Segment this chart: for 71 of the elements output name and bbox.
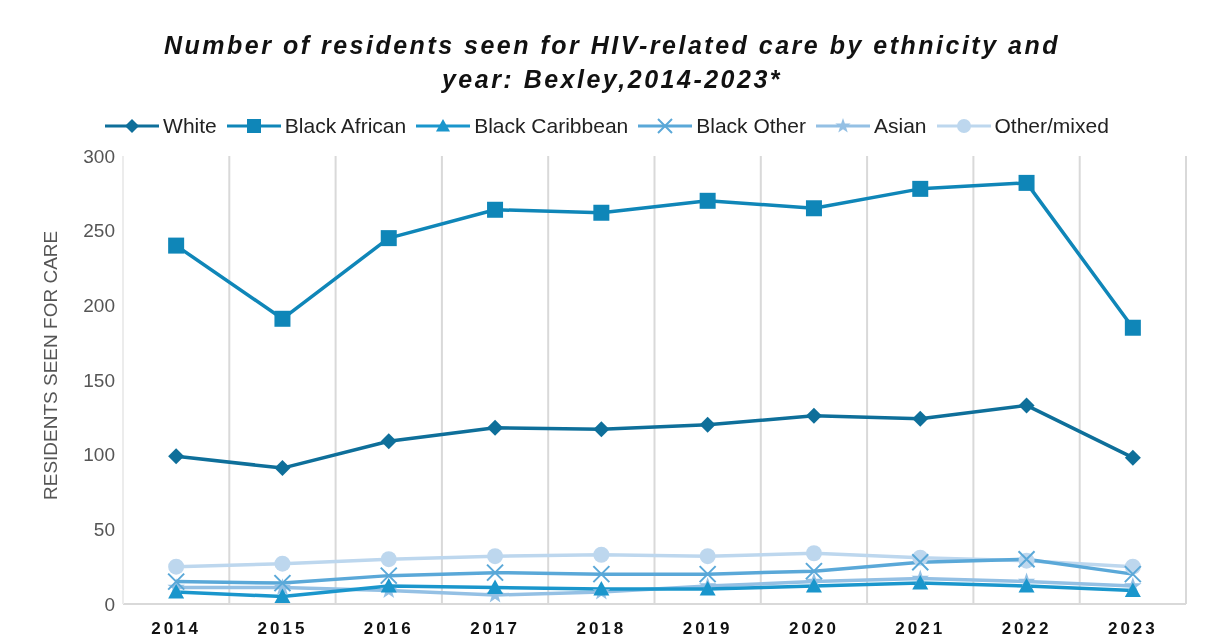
- point: [1124, 319, 1141, 336]
- x-tick-label: 2019: [682, 619, 733, 639]
- legend-label: Black Other: [696, 114, 806, 138]
- point: [274, 555, 291, 572]
- point: [380, 551, 397, 568]
- point: [593, 546, 610, 563]
- x-tick-label: 2016: [363, 619, 414, 639]
- point: [274, 310, 291, 327]
- point: [1123, 565, 1142, 584]
- point: [486, 563, 505, 582]
- point: [1018, 578, 1035, 593]
- point: [805, 200, 822, 217]
- y-tick-label: 200: [83, 295, 115, 317]
- legend-label: White: [163, 114, 217, 138]
- x-tick-label: 2021: [895, 619, 946, 639]
- x-tick-label: 2015: [257, 619, 308, 639]
- point: [912, 410, 929, 427]
- x-tick-label: 2014: [151, 619, 202, 639]
- point: [593, 421, 610, 438]
- x-tick-label: 2023: [1107, 619, 1158, 639]
- point: [912, 575, 929, 590]
- point: [699, 581, 716, 596]
- chart-title: Number of residents seen for HIV-related care by ethnicity and year: Bexley,2014-2023*: [163, 30, 1061, 95]
- point: [699, 416, 716, 433]
- point: [274, 588, 291, 603]
- y-tick-label: 250: [83, 220, 115, 242]
- point: [804, 562, 823, 581]
- point: [593, 581, 610, 596]
- x-tick-label: 2022: [1001, 619, 1052, 639]
- y-tick-label: 50: [93, 519, 115, 541]
- point: [699, 548, 716, 565]
- point: [911, 553, 930, 572]
- y-tick-label: 300: [83, 145, 115, 167]
- y-tick-label: 100: [83, 444, 115, 466]
- point: [1018, 174, 1035, 191]
- point: [379, 566, 398, 585]
- point: [487, 201, 504, 218]
- point: [592, 565, 611, 584]
- point: [380, 230, 397, 247]
- y-axis-title: RESIDENTS SEEN FOR CARE: [39, 230, 61, 500]
- point: [1124, 582, 1141, 597]
- point: [167, 572, 186, 591]
- point: [380, 578, 397, 593]
- y-tick-label: 0: [104, 593, 115, 615]
- point: [273, 574, 292, 593]
- point: [805, 578, 822, 593]
- point: [805, 545, 822, 562]
- point: [699, 192, 716, 209]
- point: [487, 579, 504, 594]
- legend-label: Black Caribbean: [474, 114, 629, 138]
- point: [168, 237, 185, 254]
- point: [1124, 449, 1141, 466]
- point: [593, 204, 610, 221]
- x-tick-label: 2017: [470, 619, 520, 639]
- legend-label: Black African: [284, 114, 407, 138]
- point: [380, 433, 397, 450]
- x-tick-label: 2020: [789, 619, 839, 639]
- point: [912, 180, 929, 197]
- legend-label: Asian: [873, 114, 927, 138]
- point: [487, 548, 504, 565]
- point: [1018, 397, 1035, 414]
- point: [168, 558, 185, 575]
- x-tick-label: 2018: [576, 619, 627, 639]
- y-tick-label: 150: [83, 369, 115, 391]
- point: [168, 448, 185, 465]
- point: [274, 460, 291, 477]
- point: [487, 419, 504, 436]
- point: [168, 584, 185, 599]
- legend-label: Other/mixed: [994, 114, 1109, 138]
- point: [698, 565, 717, 584]
- point: [805, 407, 822, 424]
